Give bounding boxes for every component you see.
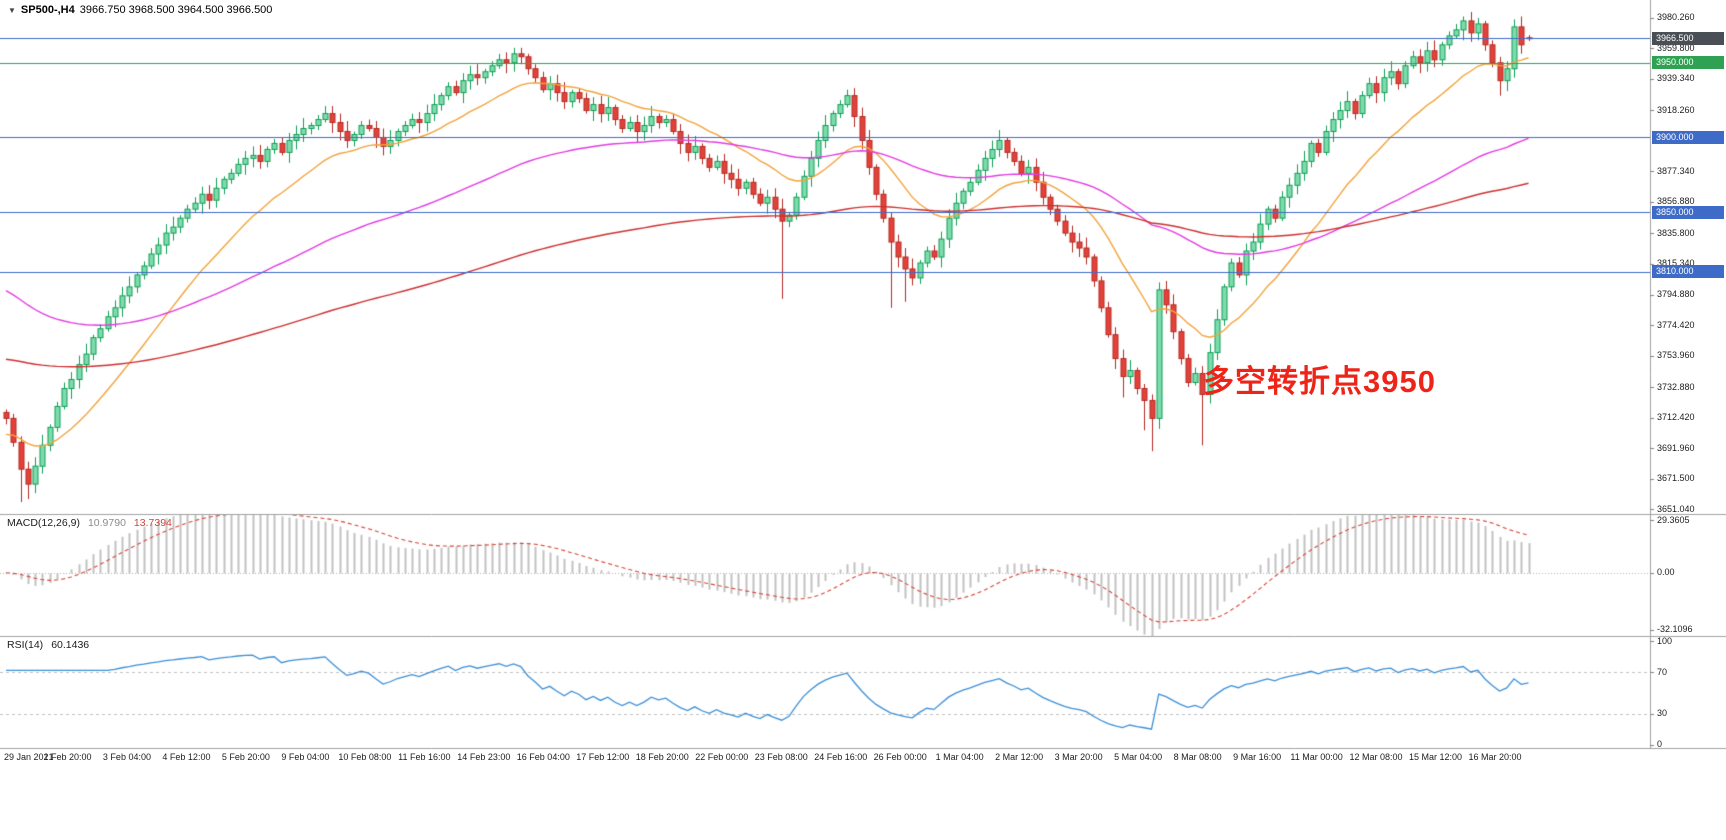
symbol-dropdown-icon[interactable]: ▼ [8,5,16,15]
chart-annotation[interactable]: 多空转折点3950 [1203,364,1436,399]
